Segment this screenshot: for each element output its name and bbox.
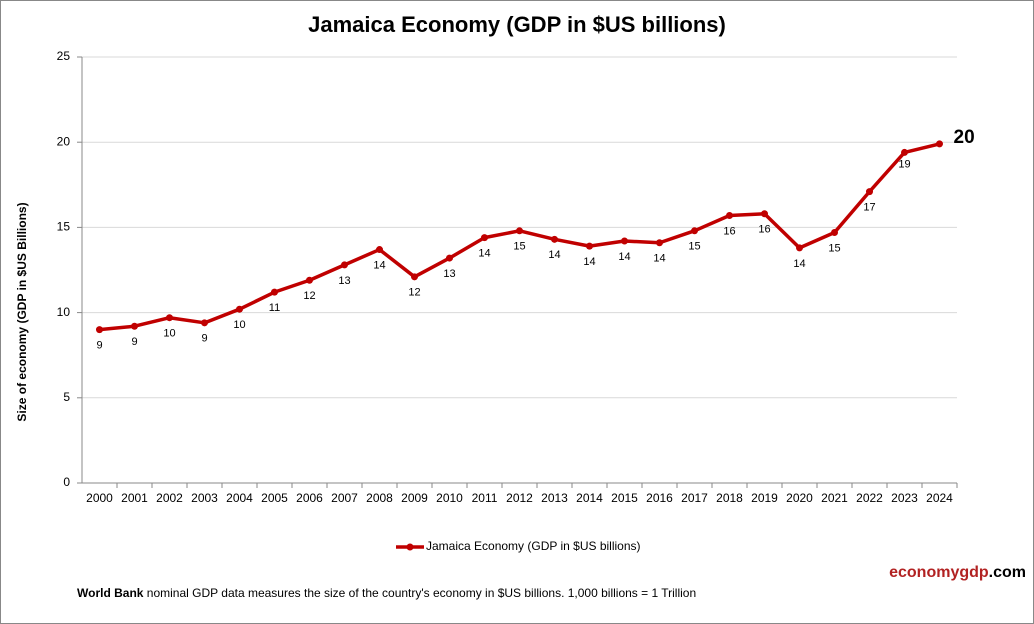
x-tick-label: 2003: [191, 491, 218, 505]
y-tick-label: 15: [57, 220, 71, 234]
data-label: 20: [954, 127, 975, 148]
brand-suffix: .com: [989, 564, 1026, 581]
footnote-text: nominal GDP data measures the size of th…: [147, 586, 696, 600]
data-label: 14: [793, 258, 805, 270]
data-label: 15: [688, 241, 700, 253]
data-label: 12: [303, 290, 315, 302]
data-label: 16: [758, 224, 770, 236]
data-point: [96, 326, 103, 334]
data-label: 16: [723, 225, 735, 237]
data-point: [831, 229, 838, 237]
data-label: 19: [898, 158, 910, 170]
y-axis-label: Size of economy (GDP in $US Billions): [15, 202, 29, 421]
x-tick-label: 2017: [681, 491, 708, 505]
data-label: 14: [653, 253, 665, 265]
x-tick-label: 2009: [401, 491, 428, 505]
data-point: [621, 237, 628, 245]
x-tick-label: 2020: [786, 491, 813, 505]
y-tick-label: 10: [57, 305, 71, 319]
x-tick-label: 2001: [121, 491, 148, 505]
brand-name: economygdp: [889, 564, 989, 581]
data-point: [656, 239, 663, 247]
data-point: [306, 276, 313, 284]
x-tick-label: 2016: [646, 491, 673, 505]
legend-marker: [406, 543, 414, 551]
data-label: 14: [478, 248, 490, 260]
data-point: [901, 148, 908, 156]
data-label: 17: [863, 202, 875, 214]
data-label: 15: [513, 241, 525, 253]
data-point: [761, 210, 768, 218]
data-label: 14: [618, 251, 630, 263]
x-tick-label: 2022: [856, 491, 883, 505]
data-label: 15: [828, 242, 840, 254]
data-label: 13: [443, 268, 455, 280]
footnote: World Bank nominal GDP data measures the…: [77, 586, 696, 600]
data-label: 14: [583, 256, 595, 268]
data-label: 9: [131, 336, 137, 348]
x-tick-label: 2004: [226, 491, 253, 505]
data-label: 12: [408, 287, 420, 299]
data-point: [936, 140, 943, 148]
x-tick-label: 2018: [716, 491, 743, 505]
x-tick-label: 2019: [751, 491, 778, 505]
x-tick-label: 2023: [891, 491, 918, 505]
data-point: [201, 319, 208, 327]
data-point: [796, 244, 803, 252]
x-tick-label: 2005: [261, 491, 288, 505]
chart-title: Jamaica Economy (GDP in $US billions): [308, 12, 726, 37]
data-point: [481, 234, 488, 242]
data-point: [411, 273, 418, 281]
y-tick-label: 0: [63, 475, 70, 489]
x-tick-label: 2010: [436, 491, 463, 505]
data-point: [446, 254, 453, 262]
x-tick-label: 2024: [926, 491, 953, 505]
y-tick-label: 5: [63, 390, 70, 404]
data-label: 14: [548, 249, 560, 261]
footnote-bold: World Bank: [77, 586, 144, 600]
data-label: 9: [201, 333, 207, 345]
data-point: [726, 211, 733, 219]
x-tick-label: 2006: [296, 491, 323, 505]
data-label: 10: [233, 319, 245, 331]
data-point: [131, 322, 138, 330]
data-point: [271, 288, 278, 296]
data-point: [166, 314, 173, 322]
y-tick-label: 25: [57, 49, 71, 63]
brand: economygdp.com: [889, 564, 1026, 581]
data-point: [866, 188, 873, 196]
x-tick-label: 2000: [86, 491, 113, 505]
data-label: 9: [96, 340, 102, 352]
x-tick-label: 2012: [506, 491, 533, 505]
x-tick-label: 2002: [156, 491, 183, 505]
data-point: [516, 227, 523, 235]
x-tick-label: 2007: [331, 491, 358, 505]
data-point: [376, 246, 383, 254]
x-tick-label: 2013: [541, 491, 568, 505]
x-tick-label: 2021: [821, 491, 848, 505]
legend-label: Jamaica Economy (GDP in $US billions): [426, 539, 641, 553]
data-label: 14: [373, 259, 385, 271]
data-point: [236, 305, 243, 313]
data-point: [691, 227, 698, 235]
x-tick-label: 2015: [611, 491, 638, 505]
data-point: [551, 235, 558, 243]
data-point: [341, 261, 348, 269]
x-tick-label: 2011: [472, 491, 498, 505]
y-tick-label: 20: [57, 134, 71, 148]
data-point: [586, 242, 593, 250]
x-tick-label: 2014: [576, 491, 603, 505]
data-label: 11: [269, 302, 280, 314]
data-label: 13: [338, 275, 350, 287]
x-tick-label: 2008: [366, 491, 393, 505]
data-label: 10: [163, 328, 175, 340]
